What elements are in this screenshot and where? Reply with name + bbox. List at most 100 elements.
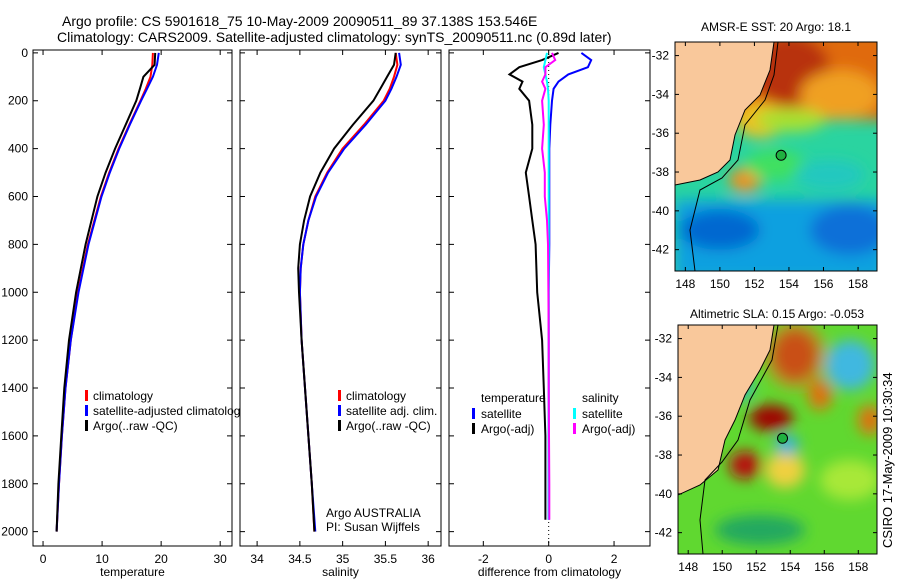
x-tick-label: 35.5: [374, 552, 398, 566]
y-tick-label: 1200: [1, 333, 28, 347]
series-line-salinity-argo-adj-: [540, 52, 557, 520]
legend-swatch: [472, 423, 475, 434]
map-lon-label: 150: [710, 277, 730, 291]
map-lat-label: -32: [655, 332, 673, 346]
map-lat-label: -32: [652, 49, 670, 63]
y-tick-label: 400: [8, 142, 28, 156]
map-lon-label: 152: [744, 277, 764, 291]
isobath-line: [689, 42, 779, 271]
series-line-argo-raw-qc-: [55, 52, 157, 532]
y-tick-label: 200: [8, 94, 28, 108]
map-lon-label: 154: [780, 560, 800, 574]
series-line-temperature-argo-adj-: [507, 51, 559, 520]
y-tick-label: 1000: [1, 285, 28, 299]
argo-location-marker: [777, 432, 789, 444]
x-tick-label: 10: [95, 552, 109, 566]
axes-frame: [32, 49, 233, 547]
map-lat-label: -42: [652, 243, 670, 257]
annotation-text: Argo AUSTRALIA: [326, 506, 421, 520]
map-lon-label: 150: [712, 560, 732, 574]
legend-swatch: [85, 405, 88, 416]
figure-title-line2: Climatology: CARS2009. Satellite-adjuste…: [57, 29, 612, 45]
y-tick-label: 1600: [1, 429, 28, 443]
legend-label: Argo(-adj): [582, 422, 635, 436]
sla-map: [678, 325, 877, 554]
sst-map-frame: [674, 41, 878, 272]
map-lat-label: -36: [655, 409, 673, 423]
land-australia: [675, 42, 775, 186]
legend-label: satellite: [582, 407, 623, 421]
map-lon-label: 158: [848, 277, 868, 291]
map-lon-label: 156: [813, 277, 833, 291]
legend-label: Argo(-adj): [481, 422, 534, 436]
map-lon-label: 156: [814, 560, 834, 574]
x-tick-label: 36: [421, 552, 435, 566]
map-lon-label: 152: [746, 560, 766, 574]
panel-2: 34 34.5 35 35.5 36 salinity climatologysatelli…: [239, 49, 442, 579]
legend-swatch: [338, 390, 341, 401]
legend-label: satellite adj. clim.: [346, 404, 437, 418]
map-lat-label: -34: [652, 87, 670, 101]
y-tick-label: 600: [8, 190, 28, 204]
sst-map-title: AMSR-E SST: 20 Argo: 18.1: [701, 20, 851, 34]
sst-map: [675, 42, 877, 271]
map-lat-label: -40: [655, 487, 673, 501]
y-tick-label: 1800: [1, 477, 28, 491]
legend-swatch: [573, 423, 576, 434]
legend-header: temperature: [481, 391, 546, 405]
map-lat-label: -40: [652, 204, 670, 218]
map-lon-label: 148: [678, 560, 698, 574]
sla-map-frame: [677, 324, 878, 555]
credit-text: CSIRO 17-May-2009 10:30:34: [880, 372, 895, 548]
argo-location-marker: [775, 149, 787, 161]
legend-swatch: [85, 420, 88, 431]
legend-label: Argo(..raw -QC): [346, 419, 431, 433]
map-lat-label: -34: [655, 370, 673, 384]
x-tick-label: 30: [214, 552, 228, 566]
x-tick-label: 34: [250, 552, 264, 566]
map-lon-label: 148: [675, 277, 695, 291]
legend-swatch: [338, 405, 341, 416]
y-tick-label: 1400: [1, 381, 28, 395]
map-ticks: 148 150 152 154 156 158 -32 -34 -36 -38 -40 -42 148 1…: [652, 42, 877, 574]
legend-swatch: [85, 390, 88, 401]
annotation-text: PI: Susan Wijffels: [326, 520, 420, 534]
x-tick-label: 20: [154, 552, 168, 566]
x-axis-label: difference from climatology: [478, 565, 621, 579]
sla-map-title: Altimetric SLA: 0.15 Argo: -0.053: [690, 307, 864, 321]
legend-label: climatology: [346, 389, 406, 403]
legend-label: satellite-adjusted climatology: [93, 404, 246, 418]
map-lat-label: -38: [655, 448, 673, 462]
isobath-line: [699, 325, 779, 554]
legend-label: Argo(..raw -QC): [93, 419, 178, 433]
x-tick-label: 0: [40, 552, 47, 566]
legend-swatch: [573, 408, 576, 419]
map-lat-label: -42: [655, 526, 673, 540]
land-australia: [678, 325, 775, 496]
legend-label: climatology: [93, 389, 153, 403]
x-axis-label: temperature: [100, 565, 165, 579]
legend-header: salinity: [582, 391, 619, 405]
x-tick-label: 0: [545, 552, 552, 566]
axes-frame: [239, 49, 442, 547]
legend-swatch: [338, 420, 341, 431]
x-axis-label: salinity: [322, 565, 359, 579]
x-tick-label: -2: [478, 552, 489, 566]
y-tick-label: 0: [21, 46, 28, 60]
map-lon-label: 158: [848, 560, 868, 574]
y-tick-label: 2000: [1, 525, 28, 539]
legend-swatch: [472, 408, 475, 419]
figure-title-line1: Argo profile: CS 5901618_75 10-May-2009 …: [62, 13, 538, 29]
y-tick-label: 800: [8, 237, 28, 251]
legend-label: satellite: [481, 407, 522, 421]
series-line-argo-raw-qc-: [297, 52, 397, 532]
map-lon-label: 154: [779, 277, 799, 291]
x-tick-label: 2: [611, 552, 618, 566]
map-lat-label: -36: [652, 126, 670, 140]
panel-1: 0 10 20 30 temperature 0 200 400 600 800 1000 1200 1…: [1, 46, 246, 579]
x-tick-label: 34.5: [288, 552, 312, 566]
x-tick-label: 35: [336, 552, 350, 566]
